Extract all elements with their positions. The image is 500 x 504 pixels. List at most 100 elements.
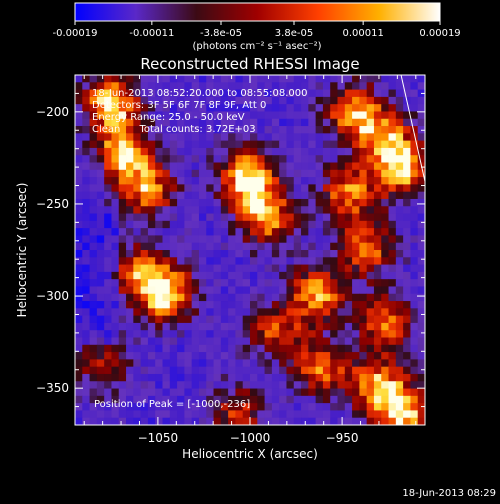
heatmap-cell xyxy=(206,264,214,273)
heatmap-cell xyxy=(330,308,338,317)
heatmap-cell xyxy=(308,169,317,178)
heatmap-cell xyxy=(206,133,214,142)
heatmap-cell xyxy=(191,82,200,90)
heatmap-cell xyxy=(213,373,222,382)
heatmap-cell xyxy=(366,140,375,149)
heatmap-cell xyxy=(235,366,244,375)
heatmap-cell xyxy=(322,417,331,425)
heatmap-cell xyxy=(198,111,207,120)
heatmap-cell xyxy=(381,140,389,149)
heatmap-cell xyxy=(235,301,244,309)
heatmap-cell xyxy=(89,118,98,127)
heatmap-cell xyxy=(381,381,389,389)
heatmap-cell xyxy=(395,155,404,163)
heatmap-cell xyxy=(315,330,324,338)
heatmap-cell xyxy=(417,147,425,156)
heatmap-cell xyxy=(169,322,178,331)
heatmap-cell xyxy=(169,213,178,222)
heatmap-cell xyxy=(155,75,163,83)
heatmap-cell xyxy=(308,104,317,112)
heatmap-cell xyxy=(169,140,178,149)
heatmap-cell xyxy=(410,75,419,83)
heatmap-cell xyxy=(257,337,265,346)
heatmap-cell xyxy=(293,184,302,193)
heatmap-cell xyxy=(162,169,171,178)
heatmap-cell xyxy=(257,140,265,149)
heatmap-cell xyxy=(111,250,120,258)
heatmap-cell xyxy=(184,293,193,302)
heatmap-cell xyxy=(104,198,112,207)
heatmap-cell xyxy=(388,198,397,207)
heatmap-cell xyxy=(198,403,207,411)
heatmap-cell xyxy=(133,388,142,397)
heatmap-cell xyxy=(330,191,338,200)
heatmap-cell xyxy=(366,104,375,112)
heatmap-cell xyxy=(177,344,185,353)
heatmap-cell xyxy=(235,242,244,251)
heatmap-cell xyxy=(191,271,200,280)
heatmap-cell xyxy=(366,147,375,156)
heatmap-cell xyxy=(279,242,287,251)
heatmap-cell xyxy=(293,359,302,368)
heatmap-cell xyxy=(111,417,120,425)
heatmap-cell xyxy=(315,388,324,397)
heatmap-cell xyxy=(344,177,353,185)
heatmap-cell xyxy=(242,133,251,142)
heatmap-cell xyxy=(395,104,404,112)
heatmap-cell xyxy=(381,213,389,222)
heatmap-cell xyxy=(388,301,397,309)
heatmap-cell xyxy=(359,322,368,331)
heatmap-cell xyxy=(403,235,411,244)
heatmap-cell xyxy=(242,206,251,214)
heatmap-cell xyxy=(410,220,419,229)
heatmap-cell xyxy=(242,118,251,127)
heatmap-cell xyxy=(82,126,90,134)
heatmap-cell xyxy=(344,395,353,404)
heatmap-cell xyxy=(322,206,331,214)
heatmap-cell xyxy=(82,308,90,317)
heatmap-cell xyxy=(388,126,397,134)
heatmap-cell xyxy=(155,169,163,178)
heatmap-cell xyxy=(417,373,425,382)
heatmap-cell xyxy=(271,344,280,353)
heatmap-cell xyxy=(206,417,214,425)
heatmap-cell xyxy=(206,352,214,360)
heatmap-cell xyxy=(242,155,251,163)
heatmap-cell xyxy=(271,315,280,324)
heatmap-cell xyxy=(184,169,193,178)
heatmap-cell xyxy=(403,257,411,265)
heatmap-cell xyxy=(220,155,229,163)
heatmap-cell xyxy=(381,359,389,368)
heatmap-cell xyxy=(177,279,185,287)
heatmap-cell xyxy=(308,330,317,338)
heatmap-cell xyxy=(417,133,425,142)
heatmap-cell xyxy=(206,126,214,134)
heatmap-cell xyxy=(184,286,193,295)
heatmap-cell xyxy=(388,82,397,90)
heatmap-cell xyxy=(75,395,83,404)
heatmap-cell xyxy=(330,235,338,244)
heatmap-cell xyxy=(228,373,236,382)
heatmap-cell xyxy=(410,191,419,200)
heatmap-cell xyxy=(169,417,178,425)
heatmap-cell xyxy=(250,395,258,404)
heatmap-cell xyxy=(169,395,178,404)
heatmap-cell xyxy=(177,191,185,200)
heatmap-cell xyxy=(235,162,244,171)
heatmap-cell xyxy=(155,133,163,142)
heatmap-cell xyxy=(271,155,280,163)
heatmap-cell xyxy=(359,279,368,287)
heatmap-cell xyxy=(301,82,309,90)
heatmap-cell xyxy=(140,206,149,214)
heatmap-cell xyxy=(162,75,171,83)
heatmap-cell xyxy=(82,89,90,98)
heatmap-cell xyxy=(75,315,83,324)
heatmap-cell xyxy=(308,133,317,142)
heatmap-cell xyxy=(337,213,346,222)
heatmap-cell xyxy=(250,286,258,295)
heatmap-cell xyxy=(126,104,134,112)
heatmap-cell xyxy=(162,301,171,309)
heatmap-cell xyxy=(308,140,317,149)
heatmap-cell xyxy=(308,279,317,287)
heatmap-cell xyxy=(104,381,112,389)
